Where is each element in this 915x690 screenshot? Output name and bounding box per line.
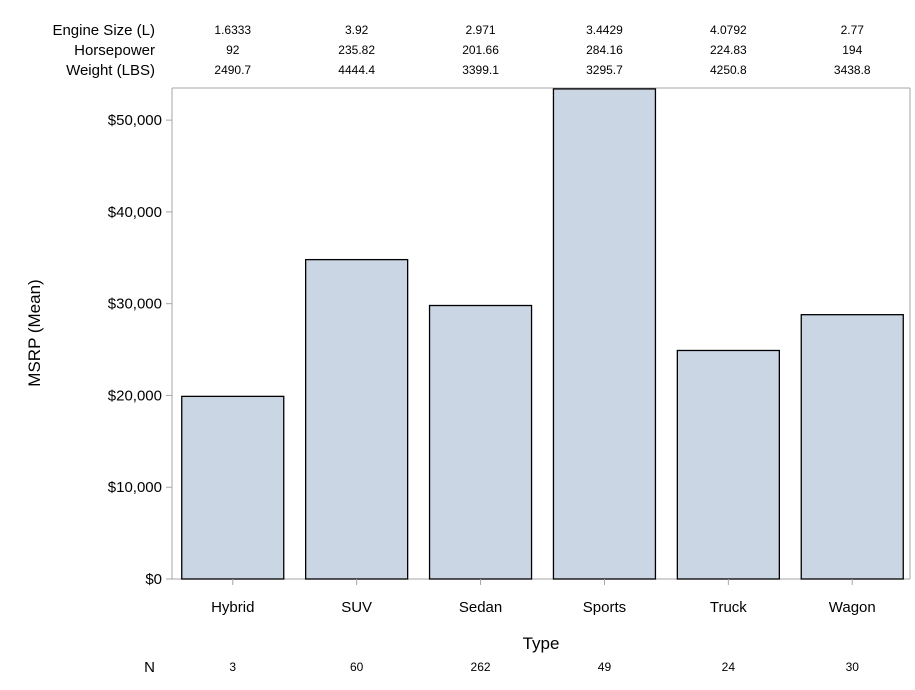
top-table-cell: 284.16 — [586, 43, 623, 57]
top-table-cell: 194 — [842, 43, 862, 57]
bottom-table-cell: 262 — [471, 660, 491, 674]
y-tick-label: $40,000 — [108, 204, 162, 221]
top-table-cell: 224.83 — [710, 43, 747, 57]
bar-sports — [552, 88, 657, 580]
x-axis-title: Type — [523, 634, 560, 653]
top-table-cell: 3.92 — [345, 23, 369, 37]
y-axis-ticks: $0 $10,000 $20,000 $30,000 $40,000 $50,000 — [108, 112, 172, 588]
top-table-cell: 3438.8 — [834, 63, 871, 77]
x-tick-label: Wagon — [829, 599, 876, 616]
bottom-table-cell: 24 — [722, 660, 736, 674]
plot-frame — [171, 87, 911, 580]
x-tick-label: Sports — [583, 599, 626, 616]
top-table-cell: 2.971 — [466, 23, 496, 37]
x-tick-label: Hybrid — [211, 599, 254, 616]
bottom-table-cell: 60 — [350, 660, 364, 674]
x-axis-ticks: Hybrid SUV Sedan Sports Truck Wagon — [211, 579, 876, 616]
bottom-table-cell: 49 — [598, 660, 612, 674]
top-table-cell: 235.82 — [338, 43, 375, 57]
y-tick-label: $50,000 — [108, 112, 162, 129]
top-table-cell: 4250.8 — [710, 63, 747, 77]
bottom-table-cell: 30 — [846, 660, 860, 674]
bar-suv — [304, 258, 409, 580]
bottom-table-row-label: N — [144, 659, 155, 676]
y-axis-title: MSRP (Mean) — [25, 279, 44, 386]
bar-hybrid — [181, 395, 285, 580]
bottom-stat-table: N 3 60 262 49 24 30 — [144, 659, 859, 676]
bar-sedan — [428, 304, 533, 580]
top-table-row-label: Horsepower — [74, 42, 155, 59]
top-table-row-label: Weight (LBS) — [66, 62, 155, 79]
top-table-row-label: Engine Size (L) — [52, 22, 155, 39]
top-table-cell: 201.66 — [462, 43, 499, 57]
y-tick-label: $10,000 — [108, 479, 162, 496]
y-tick-label: $20,000 — [108, 387, 162, 404]
x-tick-label: Truck — [710, 599, 747, 616]
top-table-cell: 4.0792 — [710, 23, 747, 37]
top-table-cell: 2490.7 — [214, 63, 251, 77]
y-tick-label: $0 — [145, 571, 162, 588]
bars-group — [181, 88, 904, 580]
x-tick-label: Sedan — [459, 599, 502, 616]
bottom-table-cell: 3 — [229, 660, 236, 674]
bar-truck — [676, 349, 780, 580]
top-table-cell: 3399.1 — [462, 63, 499, 77]
top-table-cell: 92 — [226, 43, 240, 57]
x-tick-label: SUV — [341, 599, 372, 616]
top-stat-table: Engine Size (L) 1.6333 3.92 2.971 3.4429 4.07… — [52, 22, 870, 79]
bar-wagon — [800, 314, 904, 580]
top-table-cell: 2.77 — [841, 23, 865, 37]
y-tick-label: $30,000 — [108, 296, 162, 313]
top-table-cell: 3295.7 — [586, 63, 623, 77]
top-table-cell: 4444.4 — [338, 63, 375, 77]
top-table-cell: 1.6333 — [214, 23, 251, 37]
top-table-cell: 3.4429 — [586, 23, 623, 37]
